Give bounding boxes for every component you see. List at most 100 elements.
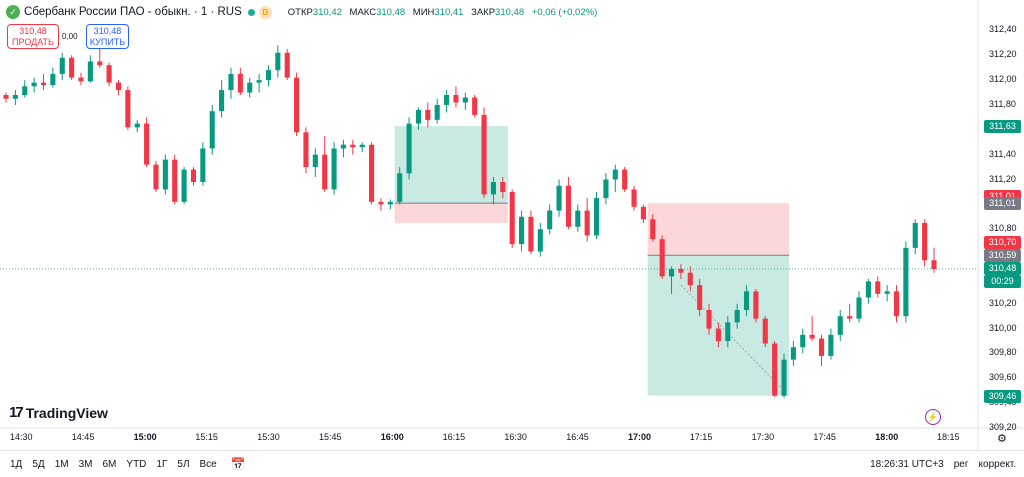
time-tick: 14:30	[10, 432, 33, 442]
range-button-5[interactable]: YTD	[126, 458, 147, 470]
data-badge[interactable]: D	[258, 5, 272, 19]
price-tick: 312,40	[989, 24, 1017, 35]
range-button-6[interactable]: 1Г	[156, 458, 168, 470]
lightning-icon[interactable]: ⚡	[925, 409, 941, 425]
price-tag: 310,59	[984, 249, 1021, 263]
candle-body	[31, 82, 37, 87]
time-tick: 17:00	[628, 432, 652, 442]
high-value: 310,48	[376, 6, 406, 18]
candle-body	[743, 291, 750, 310]
session-button[interactable]: рег	[953, 458, 969, 470]
candle-body	[509, 191, 515, 245]
tradingview-logo[interactable]: 17 TradingView	[9, 404, 108, 421]
low-value: 310,41	[434, 6, 464, 18]
candle-body	[144, 123, 150, 165]
candle-body	[678, 268, 684, 273]
time-tick: 16:00	[380, 432, 404, 442]
price-tag: 00:29	[984, 274, 1021, 288]
candle-body	[12, 95, 18, 99]
candle-body	[847, 316, 853, 319]
price-tick: 312,20	[989, 49, 1017, 60]
candle-body	[425, 109, 431, 120]
candle-body	[875, 281, 881, 294]
close-label: ЗАКР	[471, 6, 496, 18]
candle-body	[903, 247, 909, 317]
range-button-8[interactable]: Все	[199, 458, 217, 470]
candle-body	[856, 297, 862, 319]
time-tick: 16:15	[442, 432, 466, 442]
adjust-button[interactable]: коррект.	[978, 458, 1016, 470]
range-button-0[interactable]: 1Д	[10, 458, 23, 470]
candle-body	[162, 159, 168, 190]
range-button-3[interactable]: 3М	[78, 458, 93, 470]
sell-label: ПРОДАТЬ	[12, 37, 54, 47]
candle-body	[640, 206, 646, 220]
time-tick: 14:45	[71, 432, 95, 442]
candle-body	[378, 201, 384, 205]
range-button-1[interactable]: 5Д	[32, 458, 45, 470]
time-tick: 15:30	[257, 432, 280, 442]
price-tick: 309,60	[989, 372, 1017, 383]
candle-body	[350, 144, 356, 148]
candle-body	[415, 109, 421, 124]
price-tick: 309,80	[989, 347, 1017, 358]
sell-price: 310,48	[19, 26, 47, 36]
candle-body	[584, 210, 590, 236]
time-tick: 18:15	[937, 432, 960, 442]
candle-body	[219, 90, 225, 112]
candle-body	[772, 343, 778, 396]
candle-body	[800, 334, 806, 348]
candle-body	[87, 61, 93, 82]
candle-body	[725, 322, 731, 342]
candle-body	[97, 61, 103, 66]
candle-body	[519, 216, 525, 245]
range-button-2[interactable]: 1М	[54, 458, 69, 470]
close-value: 310,48	[495, 6, 525, 18]
candle-body	[340, 144, 347, 149]
price-tick: 311,20	[989, 173, 1016, 184]
candle-body	[734, 309, 740, 323]
buy-button[interactable]: 310,48 КУПИТЬ	[86, 24, 129, 49]
candle-body	[59, 57, 65, 74]
range-button-7[interactable]: 5Л	[177, 458, 190, 470]
candle-body	[387, 201, 393, 205]
buy-price: 310,48	[93, 26, 122, 36]
symbol-title[interactable]: Сбербанк России ПАО - обыкн. · 1 · RUS	[24, 6, 242, 18]
candle-body	[547, 210, 553, 230]
ohlc-legend: ОТКР310,42 МАКС310,48 МИН310,41 ЗАКР310,…	[288, 7, 603, 18]
candle-body	[481, 114, 487, 195]
price-tick: 311,40	[989, 148, 1016, 159]
tradingview-wordmark: TradingView	[25, 404, 108, 421]
sell-button[interactable]: 310,48 ПРОДАТЬ	[7, 24, 59, 49]
candle-body	[406, 123, 412, 174]
candle-body	[331, 148, 337, 190]
candle-body	[706, 309, 712, 329]
buy-label: КУПИТЬ	[89, 37, 126, 47]
candle-body	[697, 285, 703, 310]
candle-body	[172, 159, 178, 202]
range-button-4[interactable]: 6М	[102, 458, 117, 470]
sberbank-logo-icon[interactable]: ✓	[6, 5, 20, 19]
candle-body	[603, 179, 609, 199]
candle-body	[575, 210, 581, 227]
clock[interactable]: 18:26:31 UTC+3	[870, 458, 944, 470]
price-tag: 310,70	[984, 235, 1021, 249]
time-tick: 17:15	[689, 432, 713, 442]
time-tick: 15:00	[133, 432, 157, 442]
candle-body	[69, 57, 75, 78]
candle-body	[884, 291, 890, 294]
candle-body	[790, 347, 796, 360]
position-profit-zone-0	[394, 126, 508, 204]
price-tick: 310,80	[989, 223, 1017, 234]
price-tick: 309,20	[989, 422, 1017, 432]
candle-body	[134, 123, 140, 128]
candle-body	[762, 318, 768, 344]
gear-icon[interactable]: ⚙	[997, 433, 1007, 445]
price-tick: 312,00	[989, 74, 1017, 85]
candle-body	[190, 169, 197, 182]
calendar-icon[interactable]: 📅	[230, 457, 246, 471]
candle-body	[922, 223, 928, 261]
price-tag: 311,01	[984, 197, 1021, 211]
market-status-icon[interactable]	[247, 8, 255, 16]
